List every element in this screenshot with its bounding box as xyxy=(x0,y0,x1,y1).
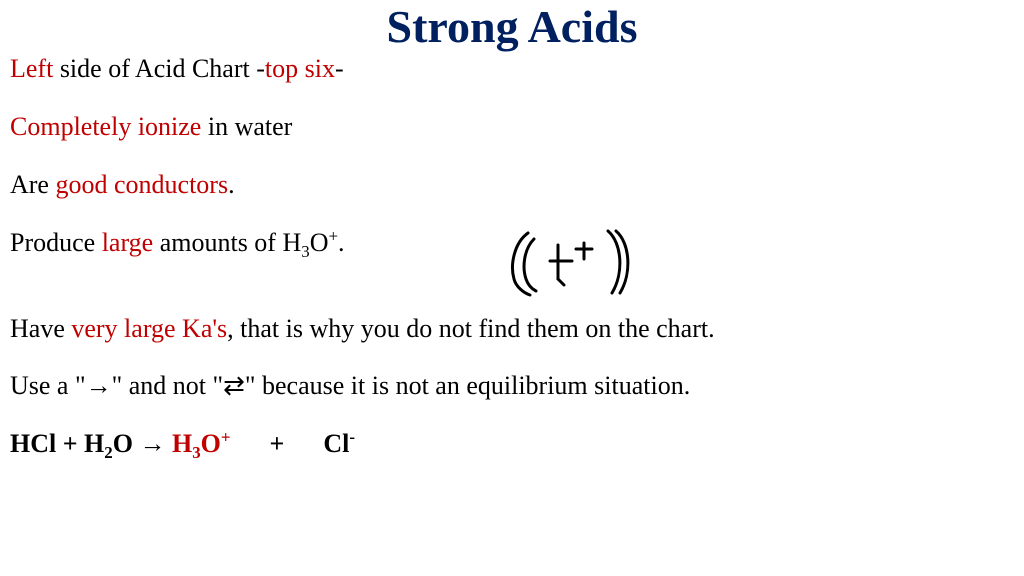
text: . xyxy=(338,228,345,257)
subscript: 3 xyxy=(301,242,309,261)
equilibrium-arrow-icon: ⇄ xyxy=(223,371,245,400)
text: Use a " xyxy=(10,371,86,400)
line-3: Are good conductors. xyxy=(10,170,1014,200)
text: , that is why you do not find them on th… xyxy=(227,314,714,343)
text-ionize: ompletely ionize xyxy=(27,112,201,141)
text: Have xyxy=(10,314,71,343)
text-large: large xyxy=(102,228,154,257)
eq-hcl: HCl + H xyxy=(10,429,104,458)
eq-o: O xyxy=(201,429,221,458)
subscript: 3 xyxy=(192,444,200,463)
slide: Strong Acids Left side of Acid Chart -to… xyxy=(0,0,1024,576)
slide-title: Strong Acids xyxy=(0,0,1024,53)
superscript: - xyxy=(349,428,355,447)
text: side of Acid Chart - xyxy=(53,54,265,83)
line-6: Use a "→" and not "⇄" because it is not … xyxy=(10,371,1014,401)
text: Are xyxy=(10,170,55,199)
text-topsix: top six xyxy=(265,54,335,83)
arrow-icon: → xyxy=(86,371,112,400)
subscript: 2 xyxy=(104,444,112,463)
text-left: Left xyxy=(10,54,53,83)
text: amounts of H xyxy=(153,228,301,257)
eq-h2o: O xyxy=(113,429,140,458)
superscript: + xyxy=(221,428,231,447)
text-c: C xyxy=(10,112,27,141)
text: O xyxy=(310,228,329,257)
eq-plus: + Cl xyxy=(231,429,350,458)
eq-h3o: H xyxy=(165,429,192,458)
line-5: Have very large Ka's, that is why you do… xyxy=(10,314,1014,344)
text-conductors: good conductors xyxy=(55,170,228,199)
arrow-icon: → xyxy=(139,429,165,458)
text: Produce xyxy=(10,228,102,257)
handwritten-annotation-icon xyxy=(500,225,660,305)
text: . xyxy=(228,170,235,199)
equation: HCl + H2O → H3O+ + Cl- xyxy=(10,429,1014,459)
text: in water xyxy=(201,112,292,141)
text: " and not " xyxy=(112,371,224,400)
superscript: + xyxy=(328,226,338,245)
text: - xyxy=(335,54,344,83)
text-ka: very large Ka's xyxy=(71,314,227,343)
line-1: Left side of Acid Chart -top six- xyxy=(10,54,1014,84)
text: " because it is not an equilibrium situa… xyxy=(245,371,690,400)
line-2: Completely ionize in water xyxy=(10,112,1014,142)
